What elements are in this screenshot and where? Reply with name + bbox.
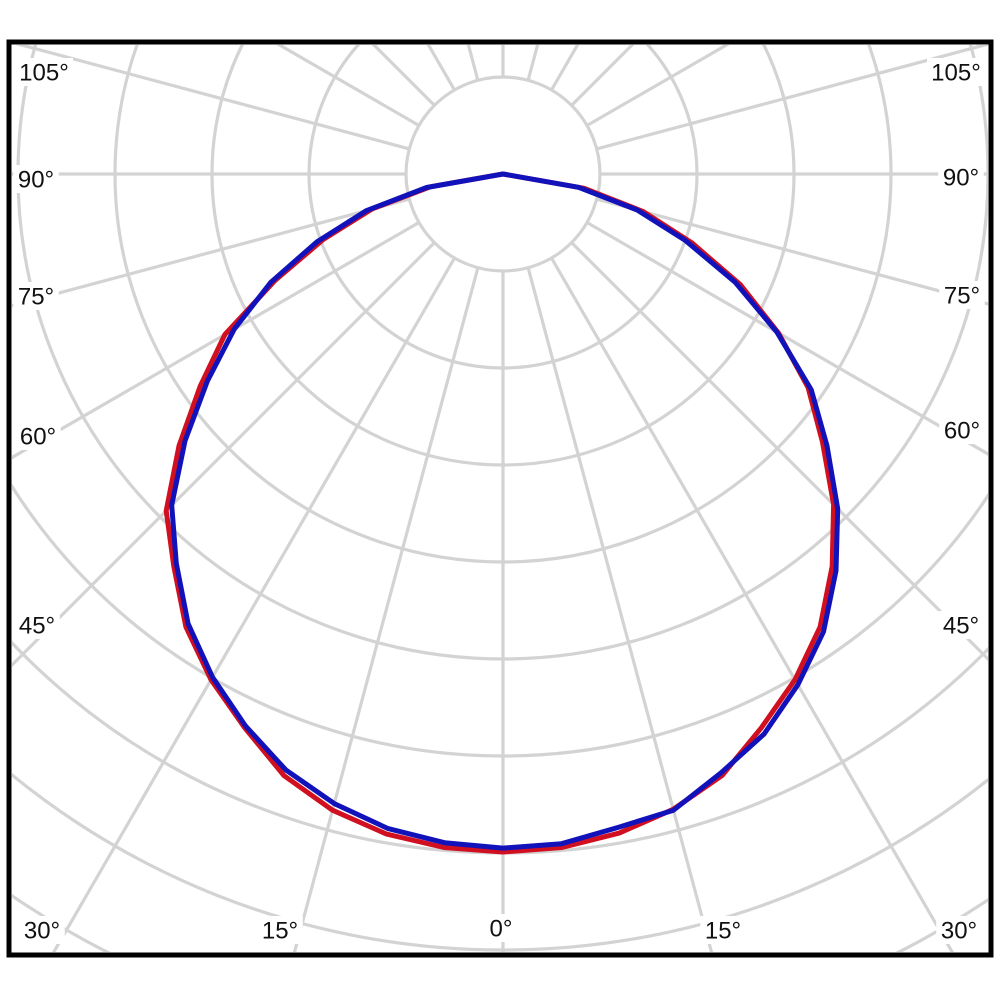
intensity-curve-blue xyxy=(169,171,841,851)
angle-label-bg xyxy=(14,611,60,639)
grid-radial-line xyxy=(596,45,988,151)
chart-frame xyxy=(6,39,994,958)
angle-label-bg xyxy=(13,282,59,310)
angle-label-bg xyxy=(938,163,984,191)
angle-label-bg xyxy=(484,914,518,942)
angle-tick-label: 90° xyxy=(943,165,979,192)
angle-tick-label: 15° xyxy=(705,918,741,945)
angle-tick-label: 45° xyxy=(943,613,979,640)
angle-tick-label: 0° xyxy=(490,916,513,943)
angle-tick-label: 75° xyxy=(18,284,54,311)
grid-ring xyxy=(12,640,988,855)
grid-radial-line xyxy=(12,241,436,668)
angle-tick-label: 30° xyxy=(941,918,977,945)
grid-radial-line xyxy=(550,257,955,952)
angle-tick-label: 45° xyxy=(19,613,55,640)
angle-tick-label: 105° xyxy=(19,60,69,87)
grid-radial-line xyxy=(371,45,436,107)
angle-label-bg xyxy=(700,916,746,944)
angle-label-bg xyxy=(13,165,59,193)
angle-tick-label: 75° xyxy=(944,283,980,310)
grid-radial-line xyxy=(12,197,410,308)
grid-ring xyxy=(12,772,988,952)
angle-tick-label: 30° xyxy=(24,918,60,945)
intensity-curves xyxy=(163,171,841,855)
angle-label-bg xyxy=(15,58,73,86)
angle-label-bg xyxy=(15,422,61,450)
grid-radial-line xyxy=(15,45,410,151)
angle-tick-label: 15° xyxy=(262,918,298,945)
angle-label-bg xyxy=(938,611,984,639)
angle-label-bg xyxy=(939,281,985,309)
angle-tick-label: 90° xyxy=(18,167,54,194)
angle-tick-label: 60° xyxy=(944,418,980,445)
grid-radial-line xyxy=(526,267,714,952)
angle-labels: 105° 90° 75° 60° 45° 105° 90° 75° 60° 45° 30° 15° 0°… xyxy=(13,58,985,945)
grid-radial-line xyxy=(51,257,456,952)
angle-tick-label: 60° xyxy=(20,424,56,451)
angle-label-bg xyxy=(257,916,303,944)
grid-radial-line xyxy=(570,45,635,107)
grid-radial-line xyxy=(292,267,480,952)
grid-radial-line xyxy=(596,197,988,306)
angle-label-bg xyxy=(19,916,65,944)
angle-label-bg xyxy=(936,916,982,944)
angle-label-bg xyxy=(927,58,985,86)
grid-radial-line xyxy=(570,241,988,662)
angle-label-bg xyxy=(939,416,985,444)
angle-tick-label: 105° xyxy=(931,60,981,87)
